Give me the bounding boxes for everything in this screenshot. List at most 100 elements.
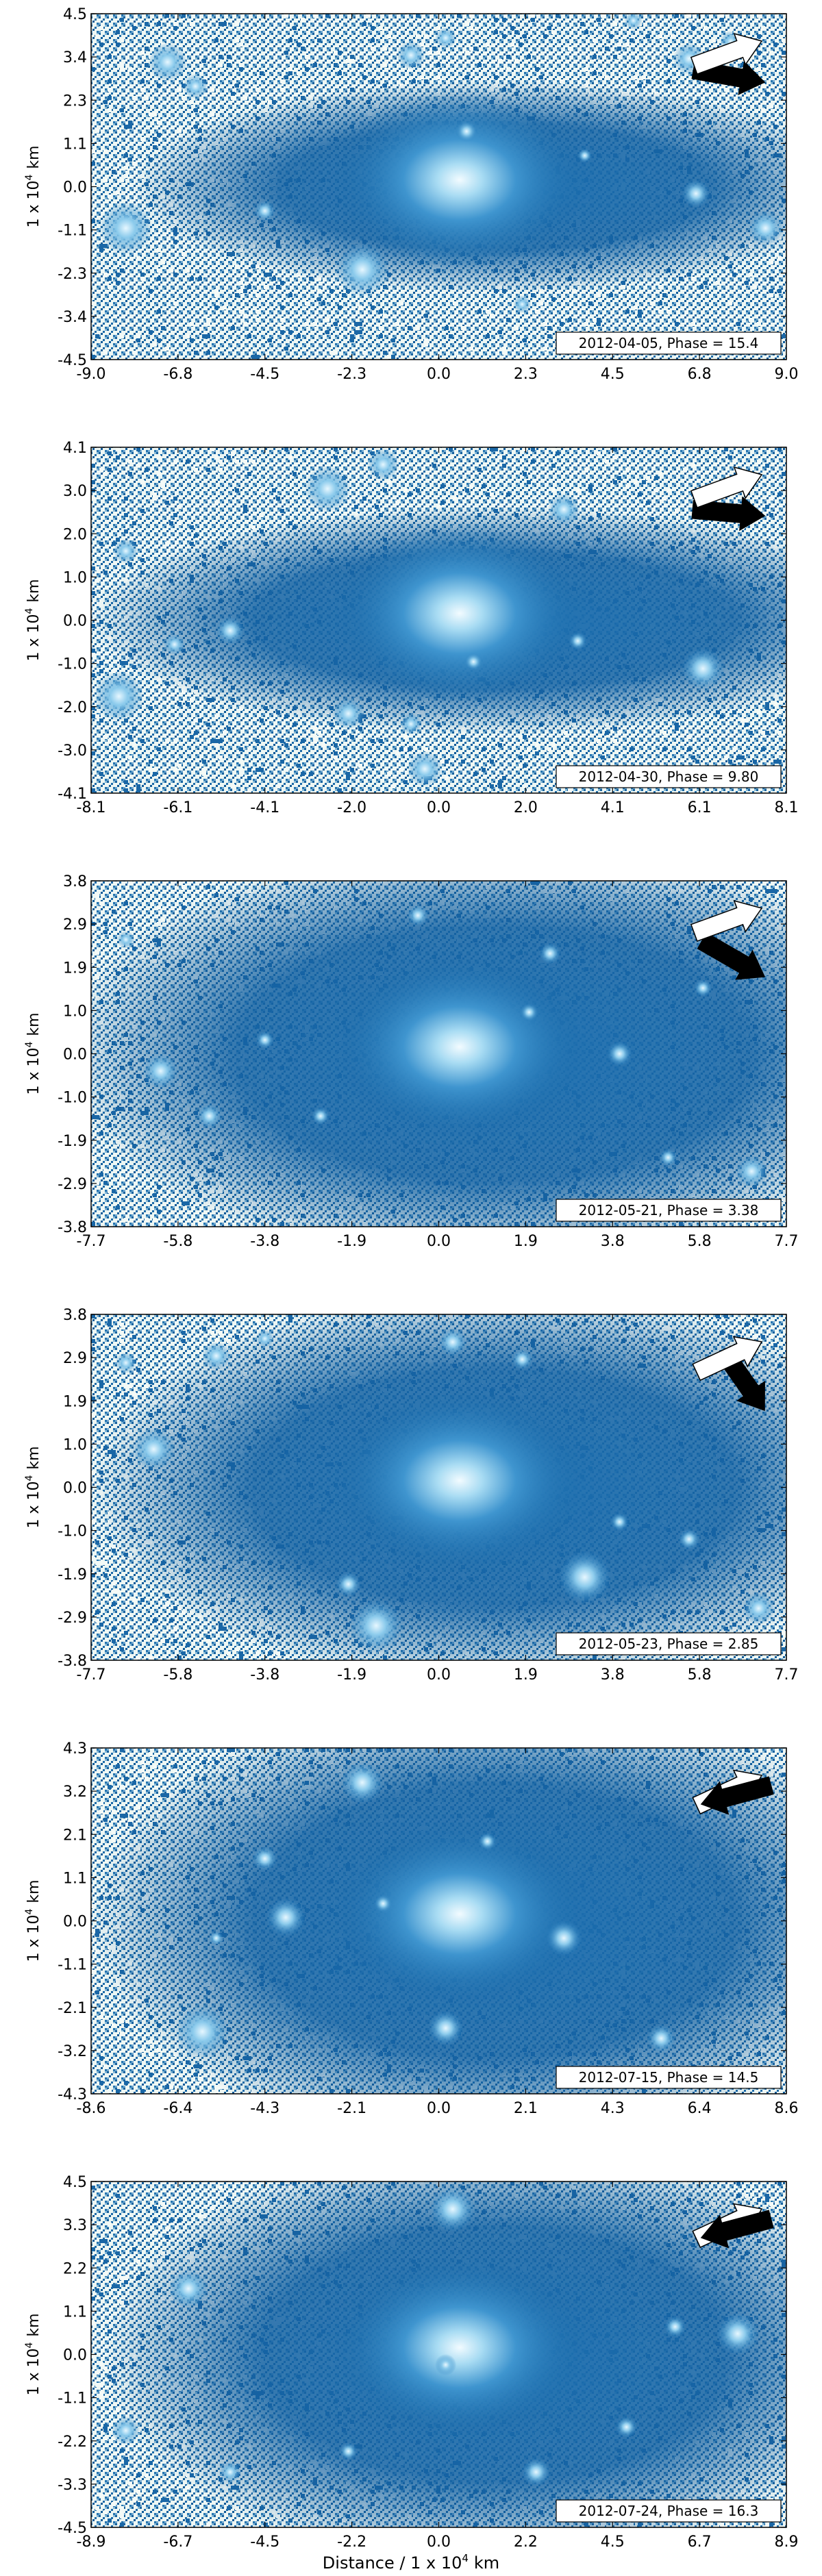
y-axis-label-text: 1 x 10 — [25, 1915, 42, 1962]
star — [429, 2186, 476, 2233]
x-tick-label: -9.0 — [77, 366, 106, 383]
x-tick-label: 0.0 — [427, 366, 451, 383]
velocity-direction-arrow — [700, 2210, 774, 2249]
y-tick-label: 0.0 — [63, 179, 87, 197]
x-tick-label: 4.1 — [601, 799, 625, 816]
y-axis-label-exponent: 4 — [24, 175, 35, 181]
y-tick-label: 0.0 — [63, 1480, 87, 1497]
panel-1: -9.0 -6.8 -4.5 -2.3 0.0 2.3 4.5 6.8 9.0 4.5 3.4 2.3… — [24, 6, 799, 383]
star — [743, 1592, 775, 1625]
panel-image — [91, 1748, 786, 2094]
y-axis-label: 1 x 104 km — [24, 1012, 42, 1095]
y-tick-label: -1.1 — [58, 2390, 87, 2408]
x-tick-label: -7.7 — [77, 1233, 106, 1250]
x-tick-label: -2.0 — [337, 799, 366, 816]
y-ticks: 4.3 3.2 2.1 1.1 0.0 -1.1 -2.1 -3.2 -4.3 — [58, 1740, 786, 2103]
x-tick-label: 1.9 — [514, 1666, 538, 1684]
background-stars — [175, 1761, 676, 2059]
y-tick-label: -1.1 — [58, 223, 87, 240]
y-tick-label: -2.9 — [58, 1610, 87, 1627]
x-tick-label: 4.5 — [601, 2534, 625, 2551]
y-tick-label: 2.3 — [63, 92, 87, 110]
x-ticks: -8.9 -6.7 -4.5 -2.2 0.0 2.2 4.5 6.7 8.9 — [77, 2181, 799, 2551]
star — [407, 751, 443, 787]
y-tick-label: 3.0 — [63, 483, 87, 500]
x-axis-label-exponent: 4 — [462, 2552, 469, 2564]
legend-box — [556, 2499, 782, 2523]
y-tick-label: 1.9 — [63, 1393, 87, 1410]
x-axis-label-text: Distance / 1 x 10 — [323, 2553, 462, 2573]
star — [682, 179, 710, 208]
y-axis-label-exponent: 4 — [24, 608, 35, 614]
x-tick-label: 5.8 — [688, 1233, 712, 1250]
legend-label: 2012-05-21, Phase = 3.38 — [579, 1202, 759, 1218]
legend-label: 2012-07-15, Phase = 14.5 — [579, 2069, 759, 2086]
star — [219, 2461, 241, 2483]
legend-box — [556, 765, 782, 788]
x-tick-label: 2.2 — [514, 2534, 538, 2551]
y-axis-label: 1 x 104 km — [24, 1879, 42, 1962]
y-tick-label: -3.2 — [58, 2043, 87, 2060]
star — [407, 904, 429, 927]
x-tick-label: 3.8 — [601, 1666, 625, 1684]
comet-nucleus — [334, 1390, 585, 1571]
y-axis-label-text: 1 x 10 — [25, 1048, 42, 1095]
y-tick-label: 2.9 — [63, 916, 87, 934]
y-tick-label: -1.1 — [58, 1957, 87, 1974]
y-axis-label: 1 x 104 km — [24, 579, 42, 661]
y-axis-label-exponent: 4 — [24, 1475, 35, 1481]
star — [332, 697, 364, 730]
y-tick-label: 3.3 — [63, 2217, 87, 2234]
star — [366, 448, 399, 481]
x-tick-label: 3.8 — [601, 1233, 625, 1250]
x-axis-label-unit: km — [474, 2553, 499, 2573]
y-tick-label: -1.9 — [58, 1566, 87, 1584]
legend-label: 2012-04-30, Phase = 9.80 — [579, 768, 759, 785]
panel-4: -7.7 -5.8 -3.8 -1.9 0.0 1.9 3.8 5.8 7.7 3.8 2.9 1.9… — [24, 1307, 799, 1684]
star — [374, 1895, 393, 1913]
panel-image — [91, 1314, 786, 1660]
y-tick-label: 4.5 — [63, 6, 87, 23]
x-tick-label: -6.1 — [163, 799, 192, 816]
y-tick-label: 1.9 — [63, 960, 87, 977]
star — [464, 653, 483, 671]
star — [435, 27, 457, 49]
star — [624, 14, 643, 30]
y-tick-label: 3.8 — [63, 873, 87, 890]
y-tick-label: 2.9 — [63, 1350, 87, 1367]
comet-nucleus — [334, 2258, 585, 2438]
y-tick-label: -3.0 — [58, 742, 87, 760]
legend-box — [556, 332, 782, 355]
star — [558, 1550, 612, 1604]
panel-image — [91, 14, 786, 360]
y-tick-label: -3.3 — [58, 2477, 87, 2494]
y-tick-label: 0.0 — [63, 613, 87, 630]
star — [400, 713, 422, 735]
star — [201, 1341, 231, 1371]
y-tick-label: 0.0 — [63, 1914, 87, 1931]
star — [183, 73, 208, 99]
x-tick-label: -2.3 — [337, 366, 366, 383]
figure-x-axis-label: Distance / 1 x 104 km — [323, 2552, 499, 2573]
star — [521, 2458, 551, 2486]
star — [694, 979, 712, 997]
x-tick-label: 2.3 — [514, 366, 538, 383]
y-tick-label: 3.2 — [63, 1784, 87, 1801]
x-tick-label: -3.8 — [250, 1666, 279, 1684]
panel-image — [91, 447, 786, 793]
star — [678, 1528, 700, 1550]
x-tick-label: -1.9 — [337, 1233, 366, 1250]
y-ticks: 4.1 3.0 2.0 1.0 0.0 -1.0 -2.0 -3.0 -4.1 — [58, 440, 786, 803]
x-tick-label: -6.4 — [163, 2100, 192, 2117]
x-tick-label: 8.9 — [775, 2534, 799, 2551]
y-axis-label-unit: km — [25, 1879, 42, 1903]
velocity-direction-arrow — [700, 1776, 774, 1815]
y-tick-label: 3.4 — [63, 49, 87, 66]
star — [169, 2268, 208, 2309]
x-tick-label: -2.1 — [337, 2100, 366, 2117]
x-tick-label: -1.9 — [337, 1666, 366, 1684]
x-tick-label: -4.1 — [250, 799, 279, 816]
y-tick-label: 1.0 — [63, 1436, 87, 1453]
star — [142, 1053, 179, 1089]
